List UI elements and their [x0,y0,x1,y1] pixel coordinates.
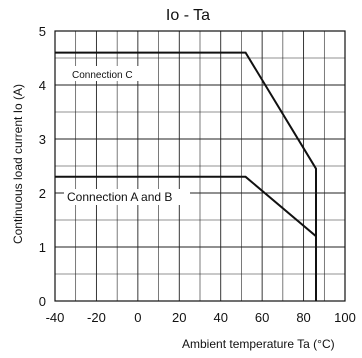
x-tick-label: 40 [213,310,227,325]
grid [54,30,346,302]
series-lines [55,51,317,301]
x-tick-label: -20 [87,310,106,325]
x-axis-label: Ambient temperature Ta (°C) [182,337,335,351]
y-tick-label: 2 [39,186,46,201]
y-tick-label: 4 [39,78,46,93]
x-tick-label: 60 [255,310,269,325]
x-tick-labels: -40 -20 0 20 40 60 80 100 [46,310,356,325]
y-tick-labels: 0 1 2 3 4 5 [39,24,46,309]
y-axis-label: Continuous load current Io (A) [11,84,25,244]
x-tick-label: 80 [296,310,310,325]
series-line-connection-a-and-b [55,175,317,301]
legend-connection-c: Connection C [69,66,153,81]
x-tick-label: -40 [46,310,65,325]
legend-connection-ab: Connection A and B [64,189,190,205]
x-tick-label: 0 [134,310,141,325]
x-tick-label: 100 [334,310,356,325]
series-line-connection-c [55,51,317,301]
y-tick-label: 0 [39,294,46,309]
plot-frame [54,30,346,302]
y-tick-label: 1 [39,240,46,255]
y-tick-label: 3 [39,132,46,147]
y-tick-label: 5 [39,24,46,39]
chart-title: Io - Ta [166,7,210,24]
label-connection-c: Connection C [72,70,133,81]
label-connection-ab: Connection A and B [67,190,172,204]
x-tick-label: 20 [172,310,186,325]
